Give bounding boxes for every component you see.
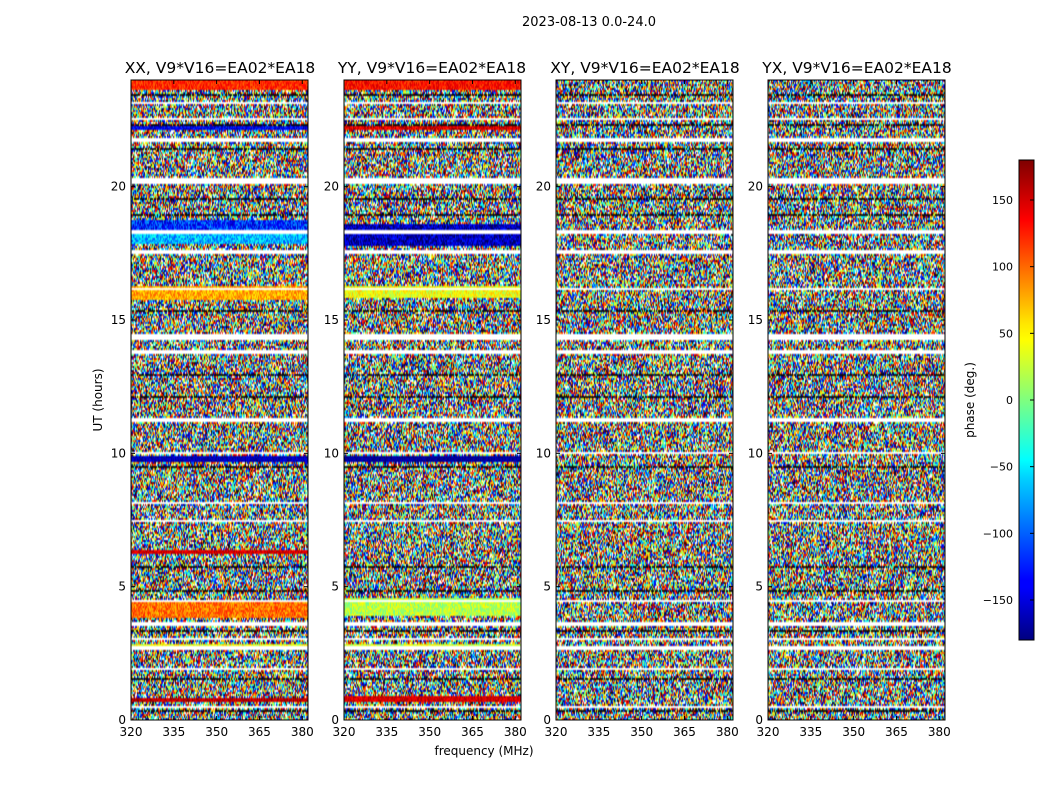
heatmap-image <box>344 80 521 720</box>
colorbar-tick-label: 150 <box>992 194 1013 207</box>
colorbar-tick-label: 100 <box>992 261 1013 274</box>
colorbar-tick-label: −50 <box>990 461 1013 474</box>
x-tick-label: 350 <box>418 725 441 739</box>
x-tick-label: 335 <box>587 725 610 739</box>
y-tick-label: 10 <box>536 446 551 460</box>
colorbar: −150 −100 −50 0 50 100 150 phase (deg.) <box>963 159 1035 641</box>
y-tick-label: 20 <box>324 180 339 194</box>
x-tick-label: 365 <box>248 725 271 739</box>
y-tick-label: 0 <box>543 713 551 727</box>
x-tick-label: 320 <box>757 725 780 739</box>
y-tick-label: 5 <box>755 580 763 594</box>
y-tick-label: 0 <box>118 713 126 727</box>
x-tick-label: 335 <box>162 725 185 739</box>
x-tick-label: 335 <box>799 725 822 739</box>
colorbar-tick-label: 50 <box>999 327 1013 340</box>
x-tick-label: 350 <box>630 725 653 739</box>
panel-title: XX, V9*V16=EA02*EA18 <box>125 59 316 77</box>
panel-title: XY, V9*V16=EA02*EA18 <box>550 59 739 77</box>
x-tick-label: 320 <box>120 725 143 739</box>
x-tick-label: 380 <box>716 725 739 739</box>
y-tick-label: 5 <box>543 580 551 594</box>
y-tick-label: 15 <box>111 313 126 327</box>
colorbar-tick-label: 0 <box>1006 394 1013 407</box>
x-tick-label: 365 <box>673 725 696 739</box>
y-tick-label: 15 <box>536 313 551 327</box>
panel-yx: YX, V9*V16=EA02*EA18 320 335 350 365 380 0 5 10… <box>748 59 952 739</box>
panel-title: YX, V9*V16=EA02*EA18 <box>761 59 951 77</box>
x-tick-label: 380 <box>928 725 951 739</box>
x-tick-label: 380 <box>504 725 527 739</box>
y-tick-label: 20 <box>536 180 551 194</box>
x-tick-label: 380 <box>291 725 314 739</box>
x-tick-label: 320 <box>333 725 356 739</box>
colorbar-tick-label: −150 <box>983 594 1013 607</box>
x-axis-label: frequency (MHz) <box>434 744 533 758</box>
x-tick-label: 320 <box>545 725 568 739</box>
y-tick-label: 20 <box>748 180 763 194</box>
y-tick-label: 10 <box>111 446 126 460</box>
heatmap-image <box>768 80 945 720</box>
x-tick-label: 350 <box>205 725 228 739</box>
x-tick-label: 365 <box>461 725 484 739</box>
panel-yy: YY, V9*V16=EA02*EA18 320 335 350 365 380 0 5 10… <box>324 59 527 739</box>
y-tick-label: 10 <box>324 446 339 460</box>
y-tick-label: 5 <box>118 580 126 594</box>
panel-title: YY, V9*V16=EA02*EA18 <box>337 59 526 77</box>
x-tick-label: 335 <box>375 725 398 739</box>
y-tick-label: 0 <box>755 713 763 727</box>
panel-xy: XY, V9*V16=EA02*EA18 320 335 350 365 380 0 5 10… <box>536 59 740 739</box>
figure-suptitle: 2023-08-13 0.0-24.0 <box>522 15 656 30</box>
y-tick-label: 15 <box>324 313 339 327</box>
y-tick-label: 15 <box>748 313 763 327</box>
plot-frame <box>555 79 734 721</box>
plot-frame <box>343 79 522 721</box>
y-tick-label: 10 <box>748 446 763 460</box>
y-tick-label: 5 <box>331 580 339 594</box>
panel-xx: XX, V9*V16=EA02*EA18 320 335 350 365 380 0 5 10… <box>111 59 316 739</box>
x-tick-label: 350 <box>842 725 865 739</box>
plot-frame <box>130 79 309 721</box>
colorbar-tick-label: −100 <box>983 527 1013 540</box>
plot-frame <box>767 79 946 721</box>
x-tick-label: 365 <box>885 725 908 739</box>
y-tick-label: 0 <box>331 713 339 727</box>
colorbar-label: phase (deg.) <box>963 362 977 438</box>
y-tick-label: 20 <box>111 180 126 194</box>
y-axis-label: UT (hours) <box>91 368 105 431</box>
heatmap-image <box>131 80 308 720</box>
heatmap-image <box>556 80 733 720</box>
